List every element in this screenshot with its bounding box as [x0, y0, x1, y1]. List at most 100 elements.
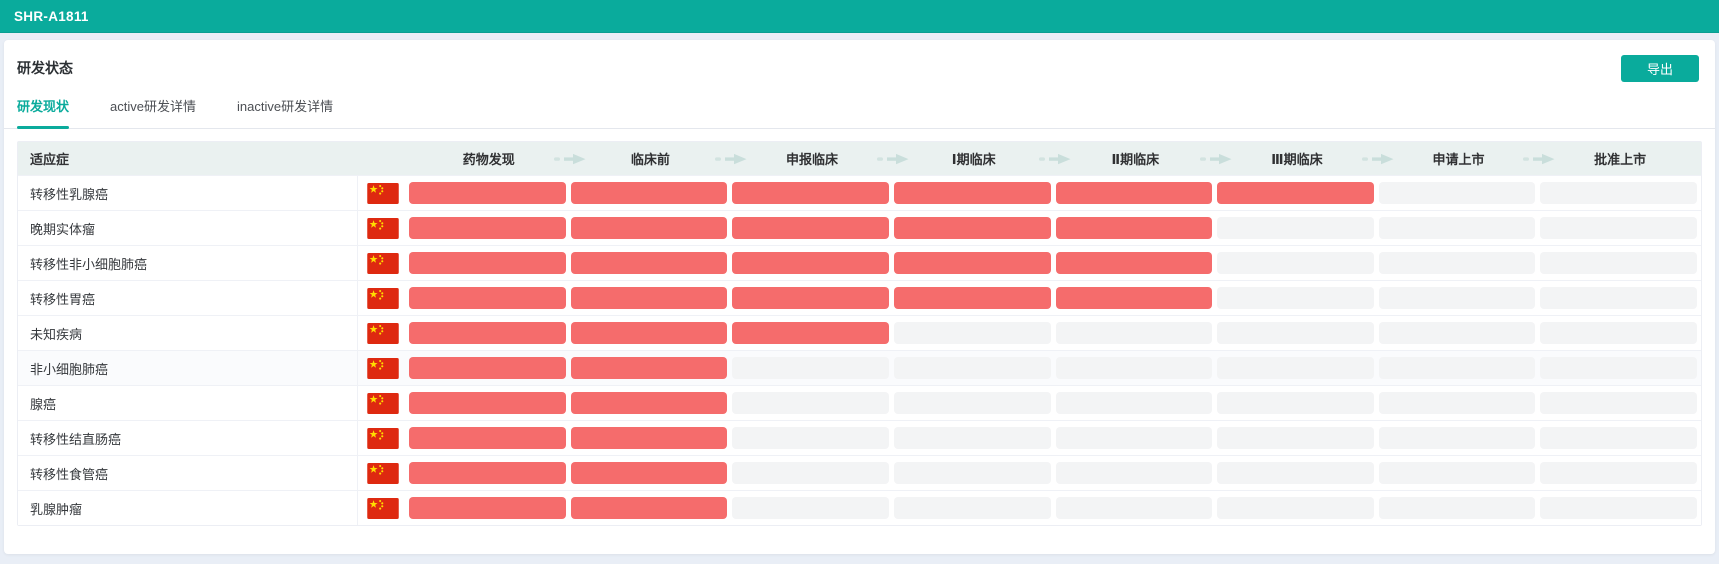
china-flag-icon — [358, 392, 408, 414]
phase-column-header: Ⅲ期临床 — [1200, 149, 1378, 168]
phase-cell — [731, 252, 893, 274]
china-flag-icon — [358, 357, 408, 379]
china-flag-icon — [358, 252, 408, 274]
phase-segment-empty — [1217, 357, 1374, 379]
phase-cell — [1216, 427, 1378, 449]
phase-segment-empty — [1540, 392, 1697, 414]
phase-segment-empty — [1055, 357, 1213, 379]
phase-segment-filled — [732, 252, 889, 274]
phase-column-header: 申报临床 — [715, 149, 893, 168]
phase-segment-filled — [1055, 287, 1213, 309]
phase-cell — [408, 462, 570, 484]
phase-segment-empty — [1217, 392, 1374, 414]
export-button[interactable]: 导出 — [1621, 55, 1699, 82]
china-flag-icon — [358, 182, 408, 204]
table-row: 转移性食管癌 — [18, 455, 1701, 490]
phase-cell — [408, 182, 570, 204]
phase-segment-filled — [732, 287, 889, 309]
phase-segment-filled — [1055, 252, 1213, 274]
phase-cell — [1055, 182, 1217, 204]
phase-cell — [893, 182, 1055, 204]
phase-cell — [408, 287, 570, 309]
phase-segment-filled — [570, 427, 728, 449]
phase-segment-filled — [570, 497, 728, 519]
phase-cell — [893, 497, 1055, 519]
table-row: 转移性结直肠癌 — [18, 420, 1701, 455]
phase-segment-empty — [1055, 392, 1213, 414]
table-body: 转移性乳腺癌 晚期实体瘤 转移性非小细胞肺癌 转移性胃癌 未知疾病 — [18, 175, 1701, 525]
phase-segment-empty — [893, 322, 1051, 344]
phase-cell — [1055, 322, 1217, 344]
phase-cell — [1055, 497, 1217, 519]
phase-cell — [1055, 217, 1217, 239]
phase-segment-empty — [732, 497, 889, 519]
indication-label: 腺癌 — [18, 386, 358, 420]
phase-cell — [893, 427, 1055, 449]
tab-active-rd-detail[interactable]: active研发详情 — [110, 99, 196, 114]
page-title: 研发状态 — [17, 60, 73, 76]
phase-segment-empty — [1540, 427, 1697, 449]
china-flag-icon — [358, 497, 408, 519]
phase-cell — [1216, 357, 1378, 379]
phase-cell — [893, 392, 1055, 414]
phase-segment-empty — [1378, 462, 1536, 484]
phase-segment-filled — [732, 182, 889, 204]
phase-cell — [1539, 217, 1701, 239]
phase-segment-empty — [893, 497, 1051, 519]
table-row: 晚期实体瘤 — [18, 210, 1701, 245]
phase-segment-empty — [1378, 427, 1536, 449]
table-row: 未知疾病 — [18, 315, 1701, 350]
indication-label: 转移性胃癌 — [18, 281, 358, 315]
phase-cell — [1539, 182, 1701, 204]
phase-cell — [408, 357, 570, 379]
phase-cell — [408, 497, 570, 519]
phase-segment-empty — [1217, 322, 1374, 344]
phase-cell — [1216, 182, 1378, 204]
china-flag-icon — [358, 322, 408, 344]
phase-arrow-icon — [1200, 153, 1232, 164]
phase-cell — [1378, 252, 1540, 274]
phase-cell — [731, 217, 893, 239]
phase-segment-empty — [1540, 357, 1697, 379]
phase-segment-filled — [409, 462, 566, 484]
phase-segment-empty — [1217, 287, 1374, 309]
phase-segment-empty — [1540, 217, 1697, 239]
phase-segment-filled — [893, 252, 1051, 274]
phase-segment-empty — [1540, 462, 1697, 484]
phase-cell — [893, 217, 1055, 239]
phase-segment-filled — [409, 252, 566, 274]
tab-inactive-rd-detail[interactable]: inactive研发详情 — [236, 99, 334, 114]
indication-column-header: 适应症 — [30, 152, 70, 167]
phase-cell — [731, 357, 893, 379]
phase-cell — [570, 182, 732, 204]
phase-cell — [1055, 462, 1217, 484]
phase-label: 批准上市 — [1594, 152, 1647, 167]
phase-segment-filled — [409, 287, 566, 309]
indication-label: 转移性乳腺癌 — [18, 176, 358, 210]
phase-segment-empty — [1378, 497, 1536, 519]
phase-label: 申请上市 — [1432, 152, 1485, 167]
phase-label: 申报临床 — [786, 152, 839, 167]
phase-cell — [1216, 322, 1378, 344]
phase-column-header: 药物发现 — [408, 149, 570, 168]
phase-segment-filled — [409, 497, 566, 519]
phase-label: Ⅱ期临床 — [1111, 152, 1160, 167]
phase-cell — [408, 392, 570, 414]
tab-rd-current-status[interactable]: 研发现状 — [17, 96, 70, 129]
phase-segment-empty — [1378, 357, 1536, 379]
phase-cell — [408, 217, 570, 239]
phase-segment-filled — [409, 427, 566, 449]
phase-cell — [570, 322, 732, 344]
phase-cell — [1539, 322, 1701, 344]
indication-label: 晚期实体瘤 — [18, 211, 358, 245]
phase-cell — [570, 357, 732, 379]
phase-cell — [570, 497, 732, 519]
phase-cell — [731, 287, 893, 309]
phase-cell — [731, 427, 893, 449]
phase-cell — [570, 252, 732, 274]
phase-arrow-icon — [1038, 153, 1071, 164]
phase-cell — [1378, 287, 1540, 309]
app-title: SHR-A1811 — [14, 8, 89, 24]
phase-cell — [1055, 287, 1217, 309]
phase-segment-empty — [732, 462, 889, 484]
